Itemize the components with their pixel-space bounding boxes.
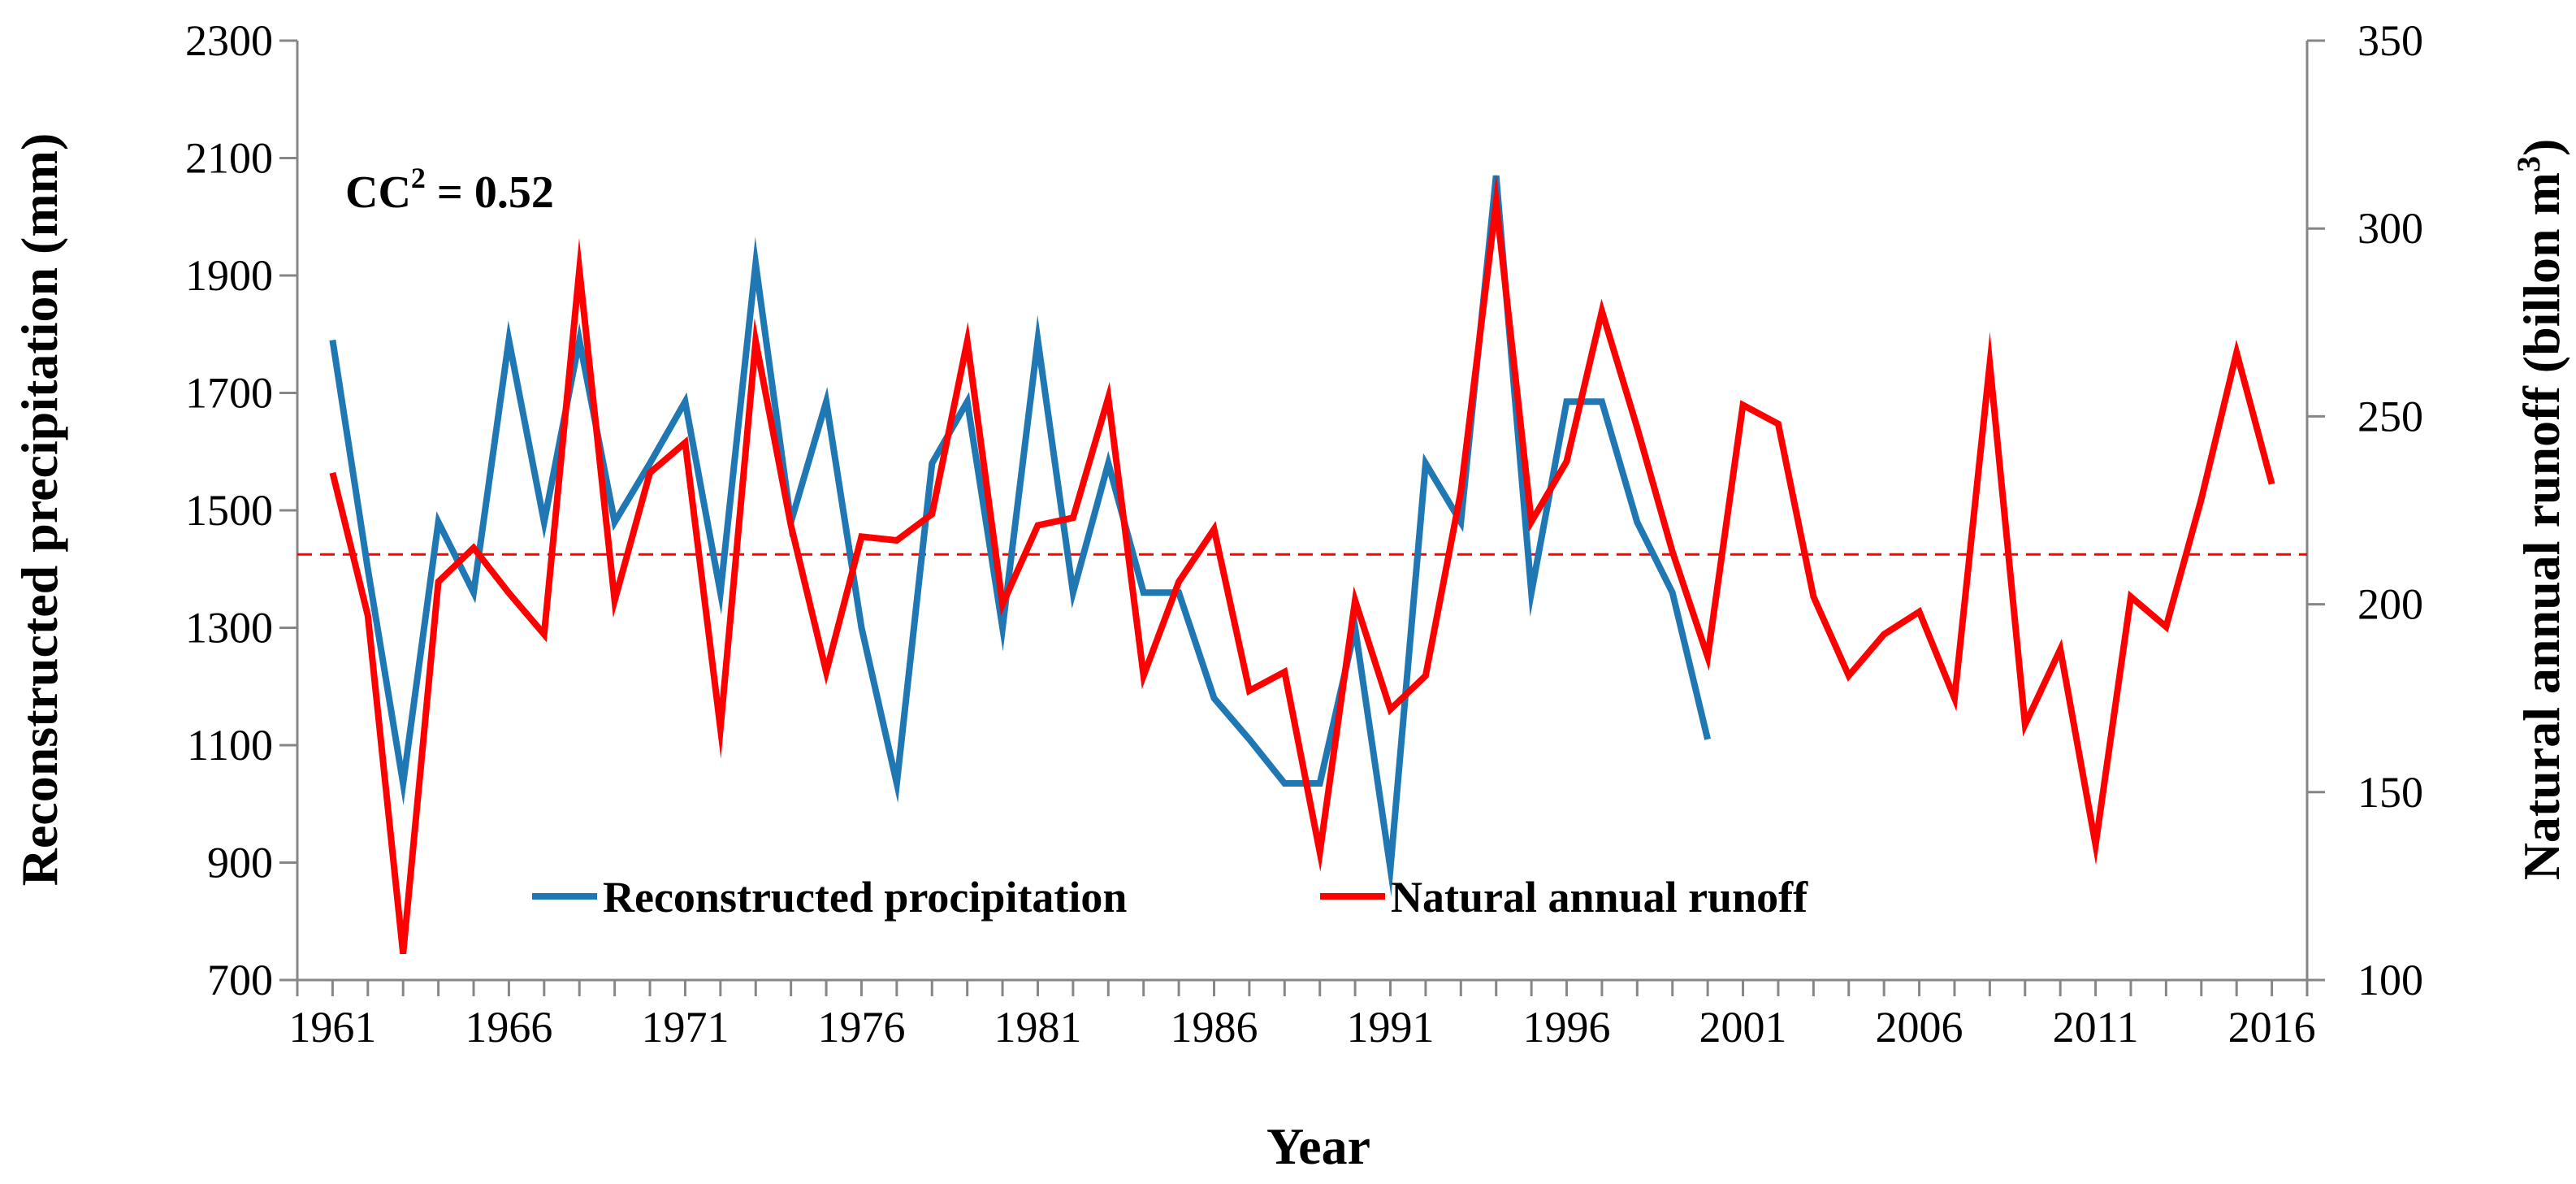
y-right-tick-label: 350	[2357, 16, 2423, 65]
y-axis-left-title: Reconstructed precipitation (mm)	[11, 133, 68, 887]
correlation-annotation: CC2 = 0.52	[345, 162, 554, 218]
legend: Reconstructed procipitation Natural annu…	[532, 873, 1808, 922]
y-left-tick-label: 1100	[187, 721, 273, 770]
legend-label-runoff: Natural annual runoff	[1391, 873, 1808, 922]
y-axis-right-title-base: Natural annual runoff (billon m	[2513, 172, 2570, 880]
y-right-tick-label: 250	[2357, 392, 2423, 440]
y-left-tick-label: 1700	[185, 369, 273, 418]
x-axis-title: Year	[1266, 1117, 1370, 1175]
y-right-tick-label: 150	[2357, 768, 2423, 817]
y-left-tick-label: 2300	[185, 16, 273, 65]
x-tick-label: 1996	[1523, 1003, 1611, 1052]
annotation-base: CC	[345, 167, 411, 218]
x-tick-label: 1966	[465, 1003, 552, 1052]
annotation-superscript: 2	[411, 162, 426, 194]
series-line-runoff	[329, 174, 2275, 955]
x-tick-label: 1991	[1347, 1003, 1435, 1052]
x-tick-label: 2001	[1699, 1003, 1787, 1052]
x-tick-label: 2006	[1876, 1003, 1963, 1052]
annotation-equals: =	[426, 167, 474, 218]
y-left-tick-label: 700	[207, 956, 273, 1004]
x-tick-label: 1981	[994, 1003, 1081, 1052]
x-tick-label: 1976	[817, 1003, 905, 1052]
x-tick-label: 2011	[2053, 1003, 2139, 1052]
x-tick-label: 2016	[2228, 1003, 2316, 1052]
y-left-tick-label: 1300	[185, 604, 273, 653]
series-layer	[329, 174, 2275, 955]
x-tick-label: 1961	[288, 1003, 376, 1052]
annotation-value: 0.52	[474, 167, 554, 218]
y-left-tick-label: 900	[207, 839, 273, 887]
y-left-tick-label: 1500	[185, 486, 273, 535]
y-axis-right-title-superscript: 3	[2510, 156, 2547, 172]
y-axis-right-title: Natural annual runoff (billon m3)	[2510, 139, 2570, 881]
x-tick-label: 1971	[641, 1003, 729, 1052]
legend-label-precipitation: Reconstructed procipitation	[603, 873, 1127, 922]
y-right-tick-label: 200	[2357, 580, 2423, 629]
x-tick-label: 1986	[1170, 1003, 1258, 1052]
y-left-tick-label: 2100	[185, 134, 273, 183]
y-axis-right-title-close: )	[2513, 139, 2570, 156]
y-right-tick-label: 100	[2357, 956, 2423, 1004]
y-left-tick-label: 1900	[185, 251, 273, 300]
y-right-tick-label: 300	[2357, 204, 2423, 253]
axes: 7009001100130015001700190021002300100150…	[185, 16, 2423, 1052]
